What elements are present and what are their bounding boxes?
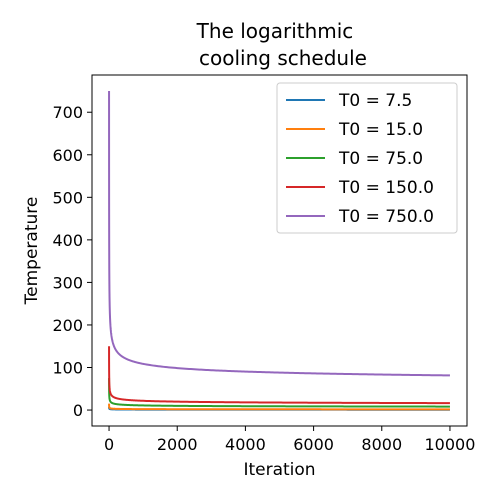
- x-tick-label: 10000: [425, 435, 476, 454]
- plot-frame: [91, 74, 468, 427]
- legend-box: [276, 82, 458, 234]
- x-tick-label: 8000: [361, 435, 402, 454]
- series-line-4: [108, 346, 450, 405]
- legend-label-4: T0 = 150.0: [338, 178, 434, 198]
- series-line-5: [108, 90, 450, 377]
- x-tick-label: 6000: [293, 435, 334, 454]
- y-tick-label: 100: [52, 359, 83, 378]
- y-axis-label: Temperature: [22, 197, 42, 306]
- legend-label-1: T0 = 7.5: [338, 91, 412, 111]
- x-axis-ticks: 0 2000 4000 6000 8000 10000: [104, 426, 475, 454]
- y-tick-label: 300: [52, 273, 83, 292]
- series-line-3: [108, 378, 450, 408]
- y-axis-ticks: 0 100 200 300 400 500 600 700: [52, 103, 92, 420]
- y-tick-label: 400: [52, 231, 83, 250]
- series-line-2: [108, 403, 450, 411]
- chart-title-line-2: cooling schedule: [199, 46, 367, 70]
- x-axis-label: Iteration: [243, 460, 315, 480]
- x-tick-label: 0: [104, 435, 114, 454]
- y-tick-label: 700: [52, 103, 83, 122]
- chart-title-line-1: The logarithmic: [196, 19, 354, 43]
- legend-label-2: T0 = 15.0: [338, 120, 423, 140]
- legend-label-3: T0 = 75.0: [338, 149, 423, 169]
- y-tick-label: 600: [52, 146, 83, 165]
- y-tick-label: 0: [73, 401, 83, 420]
- legend-label-5: T0 = 750.0: [338, 207, 434, 227]
- x-tick-label: 4000: [225, 435, 266, 454]
- y-tick-label: 200: [52, 316, 83, 335]
- x-tick-label: 2000: [157, 435, 198, 454]
- legend: T0 = 7.5 T0 = 15.0 T0 = 75.0 T0 = 150.0 T0 =…: [276, 82, 458, 234]
- plot-area: [108, 90, 450, 411]
- y-tick-label: 500: [52, 188, 83, 207]
